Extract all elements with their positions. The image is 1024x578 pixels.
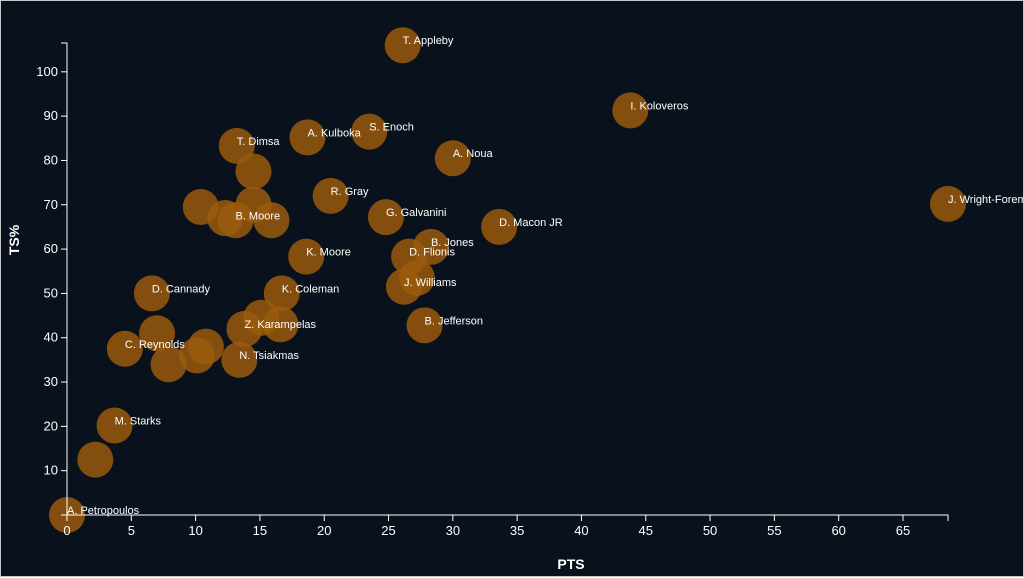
data-point[interactable]	[96, 407, 133, 444]
data-point[interactable]	[930, 185, 966, 222]
x-tick-label: 0	[63, 523, 70, 538]
point-label: D. Flionis	[409, 247, 455, 259]
x-axis-title: PTS	[557, 556, 584, 572]
point-label: C. Reynolds	[125, 339, 185, 351]
data-point[interactable]	[384, 27, 421, 64]
point-label: K. Coleman	[282, 283, 339, 295]
data-point[interactable]	[235, 153, 272, 190]
y-tick-label: 50	[44, 285, 58, 300]
x-tick-label: 5	[128, 523, 135, 538]
point-label: K. Moore	[306, 247, 351, 259]
point-labels-layer: A. Petropoulos M. Starks C. Reynolds D. Can…	[67, 35, 1024, 517]
point-label: N. Tsiakmas	[239, 350, 299, 362]
x-tick-label: 65	[896, 523, 910, 538]
point-label: G. Galvanini	[386, 207, 447, 219]
x-tick-label: 35	[510, 523, 524, 538]
data-point[interactable]	[412, 228, 449, 265]
y-tick-label: 70	[44, 197, 58, 212]
point-label: D. Macon JR	[499, 217, 563, 229]
data-point[interactable]	[253, 202, 290, 239]
x-tick-label: 15	[253, 523, 267, 538]
y-tick-label: 80	[44, 152, 58, 167]
data-point[interactable]	[150, 346, 187, 383]
data-point[interactable]	[367, 199, 404, 236]
data-point[interactable]	[187, 328, 224, 365]
x-axis-line	[66, 514, 949, 521]
point-label: M. Starks	[115, 415, 162, 427]
data-point[interactable]	[312, 177, 349, 214]
point-label: T. Dimsa	[237, 136, 281, 148]
y-tick-label: 40	[44, 330, 58, 345]
point-label: J. Williams	[404, 277, 457, 289]
data-point[interactable]	[263, 275, 300, 312]
point-label: T. Appleby	[403, 35, 454, 47]
data-point[interactable]	[481, 208, 518, 245]
data-point[interactable]	[434, 140, 471, 177]
point-label: B. Moore	[235, 210, 280, 222]
x-tick-label: 55	[767, 523, 781, 538]
point-label: D. Cannady	[152, 283, 211, 295]
point-label: Z. Karampelas	[244, 319, 316, 331]
y-tick-label: 60	[44, 241, 58, 256]
point-label: A. Petropoulos	[67, 505, 140, 517]
y-tick-label: 90	[44, 108, 58, 123]
x-tick-label: 25	[381, 523, 395, 538]
x-tick-label: 60	[831, 523, 845, 538]
point-label: J. Wright-Foreman	[948, 194, 1024, 206]
data-point[interactable]	[262, 306, 299, 343]
point-label: I. Koloveros	[630, 100, 689, 112]
x-tick-label: 10	[188, 523, 202, 538]
y-axis-title: TS%	[6, 224, 22, 255]
data-point[interactable]	[77, 441, 114, 478]
x-tick-label: 30	[446, 523, 460, 538]
data-point[interactable]	[139, 315, 176, 352]
y-tick-label: 30	[44, 374, 58, 389]
point-label: A. Noua	[453, 148, 494, 160]
point-label: R. Gray	[331, 186, 369, 198]
x-tick-label: 45	[639, 523, 653, 538]
data-point[interactable]	[288, 238, 325, 275]
point-label: S. Enoch	[369, 122, 414, 134]
x-tick-label: 40	[574, 523, 588, 538]
y-tick-label: 20	[44, 418, 58, 433]
data-point[interactable]	[106, 330, 143, 367]
data-point[interactable]	[351, 113, 388, 150]
data-point[interactable]	[133, 275, 170, 312]
y-axis-line	[61, 42, 68, 516]
data-point[interactable]	[289, 119, 326, 156]
y-tick-label: 10	[44, 463, 58, 478]
data-point[interactable]	[218, 127, 255, 164]
point-label: B. Jefferson	[425, 315, 484, 327]
y-axis: 10 20 30 40 50 60 70 80 90 100	[36, 42, 68, 516]
data-point[interactable]	[398, 259, 435, 296]
point-label: B. Jones	[431, 237, 474, 249]
x-axis: 0 5 10 15 20 25 30 35 40 45 50 55 60 65	[63, 514, 949, 538]
data-point[interactable]	[221, 341, 258, 378]
points-layer	[49, 27, 966, 533]
data-point[interactable]	[612, 92, 649, 129]
x-tick-label: 50	[703, 523, 717, 538]
x-tick-label: 20	[317, 523, 331, 538]
point-label: A. Kulboka	[308, 127, 362, 139]
y-tick-label: 100	[36, 64, 58, 79]
data-point[interactable]	[406, 307, 443, 344]
